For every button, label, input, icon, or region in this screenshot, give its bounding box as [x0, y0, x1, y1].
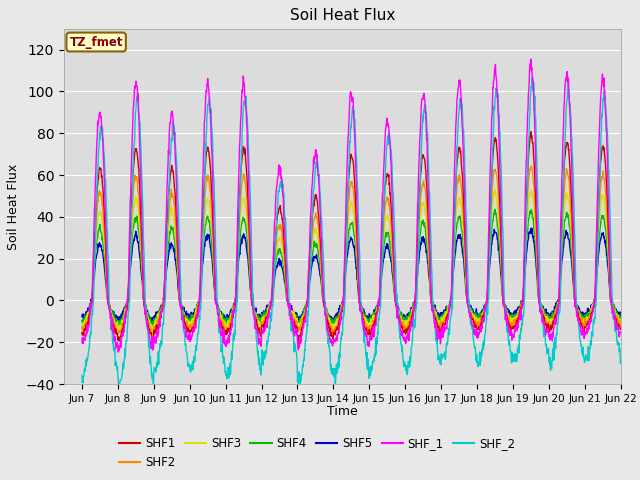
Legend: SHF1, SHF2, SHF3, SHF4, SHF5, SHF_1, SHF_2: SHF1, SHF2, SHF3, SHF4, SHF5, SHF_1, SHF…: [115, 432, 520, 474]
Text: TZ_fmet: TZ_fmet: [69, 36, 123, 48]
Y-axis label: Soil Heat Flux: Soil Heat Flux: [6, 163, 20, 250]
Title: Soil Heat Flux: Soil Heat Flux: [290, 9, 395, 24]
X-axis label: Time: Time: [327, 405, 358, 418]
